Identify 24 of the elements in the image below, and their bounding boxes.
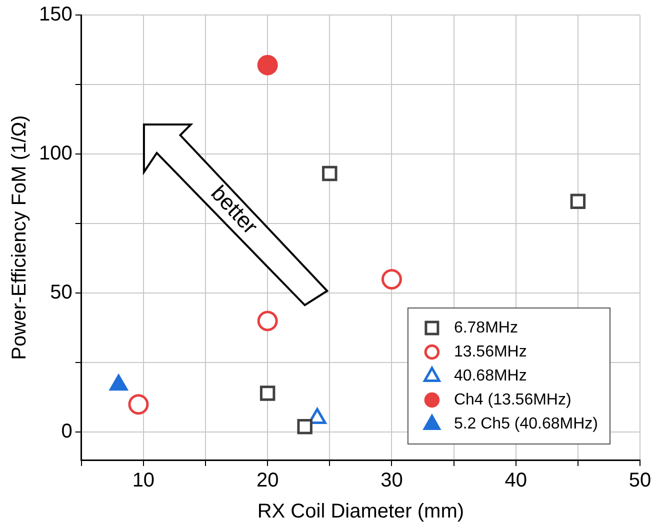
y-tick-label: 150 — [38, 4, 72, 26]
point — [381, 268, 402, 290]
x-tick-label: 30 — [380, 470, 403, 492]
legend-label: Ch4 (13.56MHz) — [454, 391, 572, 408]
y-tick-label: 100 — [38, 142, 72, 165]
y-tick-label: 0 — [61, 420, 72, 443]
x-tick-label: 40 — [504, 470, 527, 492]
point — [128, 394, 149, 415]
x-axis-title: RX Coil Diameter (mm) — [257, 500, 464, 523]
x-tick-label: 20 — [256, 470, 279, 492]
point — [260, 386, 276, 401]
legend-label: 6.78MHz — [454, 319, 518, 336]
x-tick-label: 50 — [628, 470, 652, 492]
legend-label: 5.2 Ch5 (40.68MHz) — [454, 415, 598, 432]
x-tick-label: 10 — [132, 470, 155, 492]
y-tick-label: 50 — [50, 282, 72, 304]
point — [297, 419, 312, 434]
y-axis-title: Power-Efficiency FoM (1/Ω) — [8, 115, 31, 360]
legend-label: 13.56MHz — [454, 343, 527, 360]
legend-label: 40.68MHz — [454, 367, 527, 384]
point — [257, 310, 278, 332]
point — [257, 54, 278, 76]
point — [322, 166, 338, 182]
point — [570, 194, 586, 209]
